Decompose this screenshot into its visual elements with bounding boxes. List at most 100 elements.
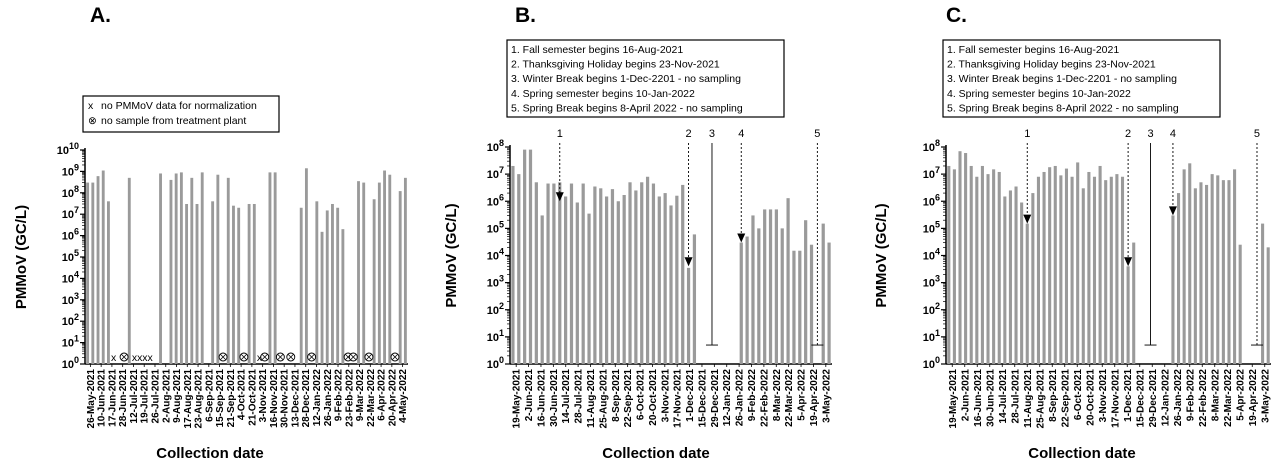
bar: [1205, 184, 1209, 364]
legend-box: 1. Fall semester begins 16-Aug-2021 2. Th…: [506, 39, 785, 118]
bar: [958, 151, 962, 364]
x-tick-label: 28-Jul-2021: [574, 369, 585, 424]
x-tick-label: 29-Dec-2021: [710, 369, 721, 428]
x-tick-label: 26-Jan-2022: [735, 369, 746, 427]
bar: [1014, 186, 1018, 364]
x-tick-label: 22-Feb-2022: [1198, 369, 1209, 427]
bar: [91, 182, 95, 364]
no-sample-cross: [241, 354, 247, 360]
event-number: 3: [1147, 128, 1153, 140]
x-tick-label: 5-Apr-2022: [1235, 369, 1246, 421]
x-tick-label: 6-Sep-2021: [204, 369, 215, 422]
bar: [745, 236, 749, 364]
bar: [226, 177, 230, 364]
legend-frame: [506, 39, 785, 118]
event-legend-entry: 3. Winter Break begins 1-Dec-2201 - no s…: [947, 73, 1177, 85]
x-tick-label: 14-Jul-2021: [561, 369, 572, 424]
x-tick-label: 22-Mar-2022: [1223, 369, 1234, 427]
bar: [86, 182, 90, 364]
y-tick-label: 104: [487, 247, 504, 263]
x-tick-label: 2-Jun-2021: [960, 369, 971, 422]
bar: [96, 176, 100, 364]
bar: [325, 210, 329, 364]
x-tick-label: 14-Jul-2021: [998, 369, 1009, 424]
bar: [575, 202, 579, 364]
bar: [517, 174, 521, 364]
bar: [372, 199, 376, 364]
bar: [534, 182, 538, 364]
x-tick-label: 16-Jun-2021: [536, 369, 547, 427]
bar: [952, 169, 956, 364]
x-tick-label: 3-Nov-2021: [1098, 369, 1109, 423]
bar: [320, 231, 324, 364]
panel-a: A. 100 101 102 103 104 105 106 107 108 109 1010 PMMo…: [0, 0, 430, 470]
x-tick-label: 8-Sep-2021: [1048, 369, 1059, 422]
y-tick-label: 105: [62, 248, 79, 264]
no-sample-cross: [350, 354, 357, 360]
x-tick-label: 19-Jul-2021: [140, 369, 151, 424]
panel-b: B. 100 101 102 103 104 105 106 107 108 PMMoV (GC/L…: [430, 0, 860, 470]
event-legend-entry: 5. Spring Break begins 8-April 2022 - no…: [511, 102, 743, 114]
y-tick-label: 108: [487, 138, 504, 154]
bar: [159, 173, 162, 364]
bar: [739, 242, 743, 364]
x-tick-label: 19-May-2021: [512, 369, 523, 429]
event-number: 5: [814, 128, 820, 140]
x-tick-label: 12-Jan-2022: [1160, 369, 1171, 427]
y-tick-label: 104: [923, 247, 940, 263]
x-tick-label: 3-Nov-2021: [258, 369, 269, 423]
bar: [362, 182, 366, 364]
x-tick-label: 13-Dec-2021: [290, 369, 301, 428]
event-arrowhead: [684, 257, 693, 267]
bar: [1081, 188, 1085, 364]
x-axis-title: Collection date: [156, 445, 264, 462]
bar: [669, 205, 673, 364]
y-tick-label: 108: [62, 184, 79, 200]
bar: [1042, 171, 1046, 364]
bar: [1036, 176, 1040, 364]
no-sample-marker: [286, 352, 296, 362]
bar: [827, 242, 831, 364]
bar: [1261, 223, 1265, 364]
bar: [190, 177, 194, 364]
x-tick-label: 9-Feb-2022: [334, 369, 345, 422]
y-tick-label: 105: [923, 219, 940, 235]
y-tick-label: 1010: [57, 141, 79, 157]
bar: [692, 234, 697, 364]
bar: [1132, 242, 1136, 364]
bar: [792, 250, 796, 364]
x-axis-title: Collection date: [602, 445, 710, 462]
y-tick-label: 103: [923, 274, 940, 290]
bar: [581, 183, 585, 364]
bar: [1188, 163, 1192, 364]
bar: [1221, 180, 1225, 364]
y-tick-label: 101: [62, 334, 79, 350]
y-tick-label: 100: [923, 355, 940, 371]
bar: [211, 201, 215, 364]
x-tick-label: 15-Dec-2021: [1135, 369, 1146, 428]
x-tick-label: 1-Dec-2021: [1123, 369, 1134, 422]
x-tick-label: 16-Nov-2021: [269, 369, 280, 428]
x-tick-label: 19-May-2021: [948, 369, 959, 429]
bar: [247, 203, 251, 364]
bar: [1233, 169, 1237, 364]
event-arrowhead: [737, 233, 746, 243]
y-tick-label: 109: [62, 162, 79, 178]
event-legend-entry: 3. Winter Break begins 1-Dec-2201 - no s…: [511, 73, 741, 85]
no-sample-marker: [348, 352, 358, 362]
bar: [1193, 188, 1197, 364]
bar: [763, 209, 767, 364]
bar: [304, 168, 308, 364]
bar: [686, 267, 691, 364]
bar: [273, 172, 277, 364]
x-tick-label: 30-Jun-2021: [985, 369, 996, 427]
bar: [804, 220, 808, 364]
no-sample-cross: [287, 354, 294, 360]
event-arrowhead: [555, 192, 564, 202]
x-tick-label: 22-Sep-2021: [623, 369, 634, 428]
bar: [511, 165, 515, 364]
x-tick-label: 23-Feb-2022: [344, 369, 355, 427]
missing-normalization-marker: x: [137, 352, 143, 364]
bar: [1120, 176, 1125, 364]
bar: [528, 149, 533, 364]
